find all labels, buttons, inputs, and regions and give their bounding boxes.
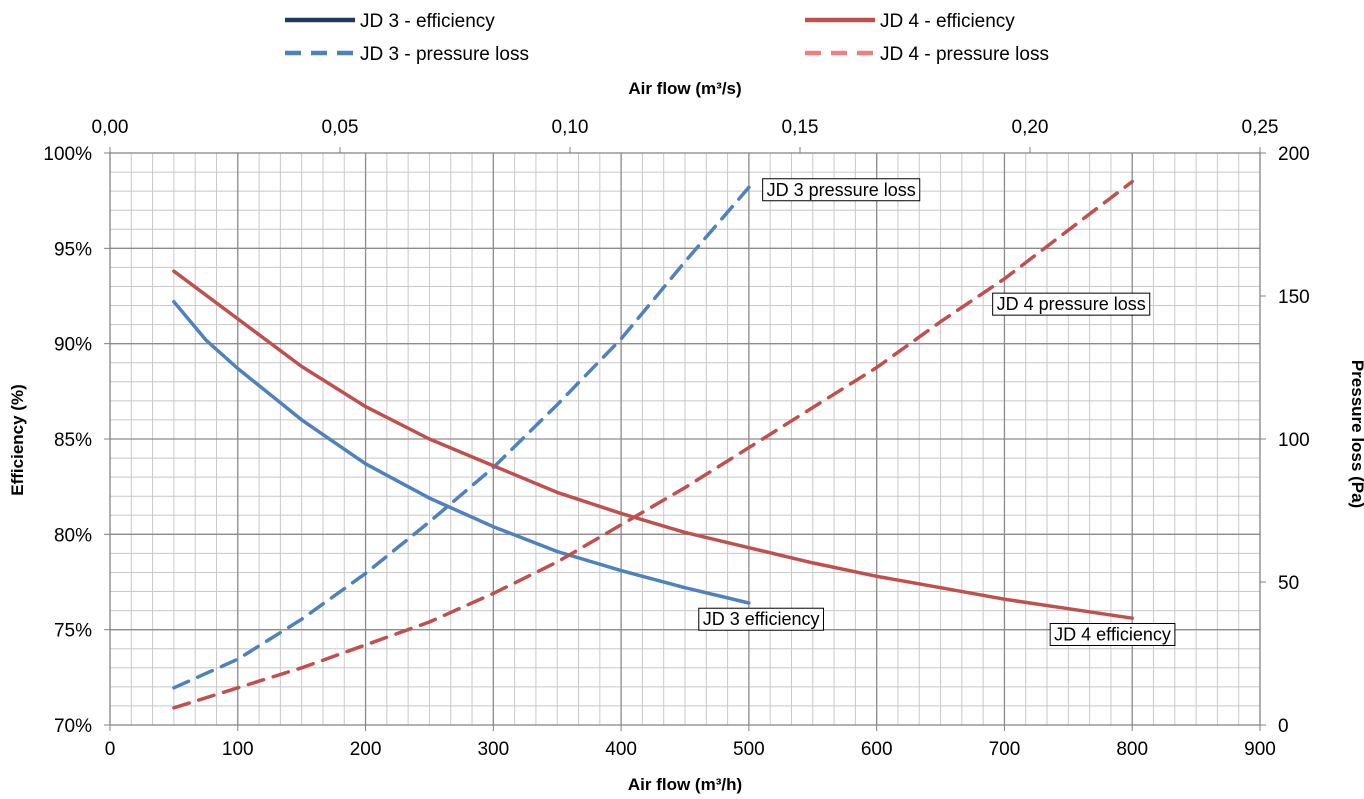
y-right-tick-label: 200 (1278, 144, 1310, 165)
series-line-jd-4-efficiency (172, 269, 1134, 620)
series-line-jd-4-pressure-loss (172, 179, 1134, 710)
x-bottom-tick-label: 300 (477, 739, 509, 760)
x-top-tick-label: 0,20 (1012, 117, 1049, 138)
y-left-tick-label: 95% (54, 239, 92, 260)
y-right-tick-label: 150 (1278, 287, 1310, 308)
x-top-axis-title: Air flow (m³/s) (628, 79, 741, 98)
annotation-frame (992, 292, 1151, 316)
legend-label: JD 4 - pressure loss (880, 44, 1049, 65)
y-left-axis-title: Efficiency (%) (8, 384, 27, 495)
series-layer (172, 179, 1134, 710)
annotation-label: JD 4 pressure loss (997, 294, 1146, 314)
x-bottom-axis-title: Air flow (m³/h) (628, 775, 742, 794)
y-right-tick-label: 50 (1278, 573, 1299, 594)
y-left-tick-label: 100% (43, 144, 92, 165)
y-right-tick-label: 0 (1278, 716, 1289, 737)
annotation-box: JD 4 efficiency (1049, 622, 1176, 646)
x-bottom-tick-label: 500 (733, 739, 765, 760)
x-top-tick-label: 0,10 (552, 117, 589, 138)
annotation-label: JD 4 efficiency (1054, 624, 1171, 644)
annotation-box: JD 4 pressure loss (992, 292, 1151, 316)
legend-label: JD 4 - efficiency (880, 11, 1015, 32)
y-right-axis-title: Pressure loss (Pa) (1348, 360, 1364, 508)
x-bottom-tick-label: 700 (989, 739, 1021, 760)
x-top-tick-label: 0,00 (92, 117, 129, 138)
x-bottom-tick-label: 800 (1116, 739, 1148, 760)
annotation-layer: JD 3 pressure loss JD 4 pressure loss JD 3… (698, 178, 1176, 646)
legend-label: JD 3 - pressure loss (360, 44, 529, 65)
y-left-tick-label: 75% (54, 621, 92, 642)
y-left-tick-label: 85% (54, 430, 92, 451)
y-left-tick-label: 70% (54, 716, 92, 737)
x-bottom-tick-label: 0 (105, 739, 116, 760)
annotation-box: JD 3 efficiency (698, 607, 824, 631)
x-top-tick-label: 0,05 (322, 117, 359, 138)
annotation-label: JD 3 efficiency (703, 609, 820, 629)
annotation-label: JD 3 pressure loss (767, 180, 916, 200)
legend: JD 3 - efficiency JD 3 - pressure loss JD … (285, 11, 1049, 65)
legend-item: JD 3 - pressure loss (285, 44, 529, 65)
x-top-tick-label: 0,15 (782, 117, 819, 138)
series-line-jd-3-efficiency (172, 299, 751, 605)
annotation-box: JD 3 pressure loss (762, 178, 921, 202)
x-top-tick-label: 0,25 (1242, 117, 1279, 138)
x-bottom-tick-label: 400 (605, 739, 637, 760)
x-bottom-tick-label: 200 (350, 739, 382, 760)
x-bottom-tick-label: 900 (1244, 739, 1276, 760)
x-bottom-tick-label: 100 (222, 739, 254, 760)
y-left-tick-label: 90% (54, 335, 92, 356)
annotation-frame (1049, 622, 1176, 646)
legend-item: JD 4 - pressure loss (805, 44, 1049, 65)
y-left-tick-label: 80% (54, 525, 92, 546)
series-line-jd-3-pressure-loss (172, 185, 751, 690)
y-right-tick-label: 100 (1278, 430, 1310, 451)
legend-item: JD 3 - efficiency (285, 11, 495, 32)
annotation-frame (762, 178, 921, 202)
legend-item: JD 4 - efficiency (805, 11, 1015, 32)
legend-label: JD 3 - efficiency (360, 11, 495, 32)
annotation-frame (698, 607, 824, 631)
x-bottom-tick-label: 600 (861, 739, 893, 760)
